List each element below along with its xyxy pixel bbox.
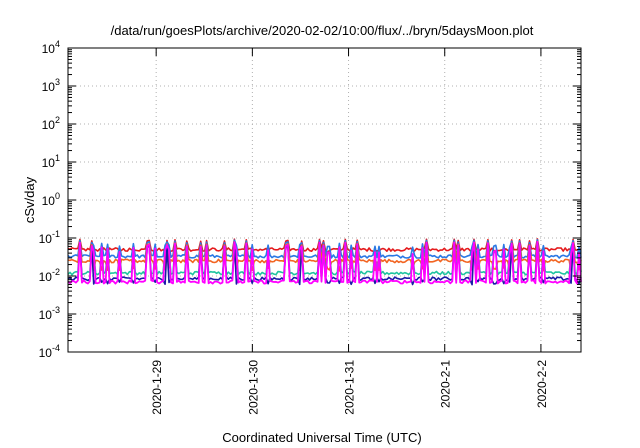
series-line (67, 240, 582, 285)
x-tick-label: 2020-1-31 (343, 360, 357, 415)
y-tick-label: 101 (42, 153, 60, 170)
x-axis: 2020-1-29 2020-1-30 2020-1-31 2020-2-1 2020-… (150, 48, 549, 415)
x-tick-label: 2020-2-1 (439, 360, 453, 408)
x-tick-label: 2020-2-2 (535, 360, 549, 408)
y-axis: 10-4 10-3 10-2 10-1 100 101 102 103 104 (39, 39, 581, 360)
y-tick-label: 100 (42, 191, 60, 208)
y-tick-label: 10-4 (39, 343, 60, 360)
series-group (67, 238, 582, 286)
y-tick-label: 10-3 (39, 305, 60, 322)
y-tick-label: 10-2 (39, 267, 60, 284)
x-tick-label: 2020-1-29 (150, 360, 164, 415)
y-tick-label: 102 (42, 115, 60, 132)
y-axis-label: cSv/day (22, 176, 37, 223)
y-tick-label: 104 (42, 39, 60, 56)
x-tick-label: 2020-1-30 (246, 360, 260, 415)
x-axis-label: Coordinated Universal Time (UTC) (222, 430, 421, 445)
chart-title: /data/run/goesPlots/archive/2020-02-02/1… (111, 23, 534, 38)
y-tick-label: 103 (42, 77, 60, 94)
y-tick-label: 10-1 (39, 229, 60, 246)
